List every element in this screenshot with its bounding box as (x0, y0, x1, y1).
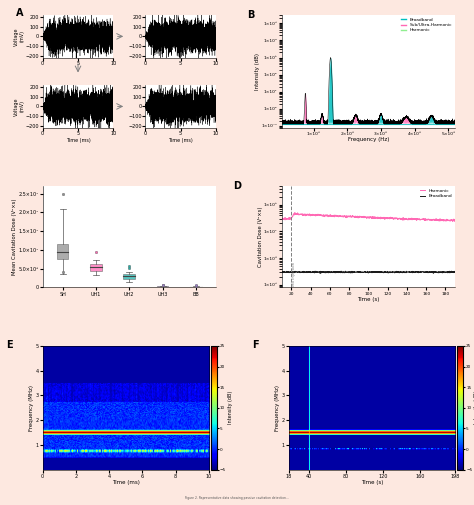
Broadband (317, 270, 323, 276)
Broadband (403, 270, 409, 276)
Text: MB Injection: MB Injection (292, 262, 296, 286)
Bar (123, 274, 135, 279)
Bar (90, 264, 102, 271)
Text: Figure 2. Representative data showing passive cavitation detection...: Figure 2. Representative data showing pa… (185, 496, 289, 500)
X-axis label: Time (s): Time (s) (361, 480, 383, 485)
Y-axis label: Frequency (MHz): Frequency (MHz) (275, 385, 280, 431)
Harmonic (279, 216, 284, 222)
Text: E: E (6, 340, 13, 349)
X-axis label: Time (ms): Time (ms) (65, 137, 91, 142)
Y-axis label: Mean Cavitation Dose (V²×s): Mean Cavitation Dose (V²×s) (12, 198, 17, 275)
Line: Broadband: Broadband (282, 271, 455, 273)
Text: F: F (252, 340, 259, 349)
Harmonic (450, 218, 456, 224)
Line: Harmonic: Harmonic (282, 213, 455, 221)
Bar (57, 244, 68, 259)
Text: D: D (233, 181, 241, 191)
Broadband (429, 269, 435, 275)
Harmonic (353, 214, 359, 220)
Broadband (452, 269, 458, 275)
Broadband (324, 270, 330, 276)
Broadband (298, 269, 303, 275)
Legend: Broadband, Sub/Ultra-Harmonic, Harmonic: Broadband, Sub/Ultra-Harmonic, Harmonic (399, 16, 454, 34)
X-axis label: Time (s): Time (s) (357, 297, 380, 302)
Harmonic (402, 216, 408, 222)
Broadband (410, 269, 416, 275)
Y-axis label: Frequency (MHz): Frequency (MHz) (29, 385, 34, 431)
Legend: Harmonic, Broadband: Harmonic, Broadband (418, 187, 454, 200)
Harmonic (292, 210, 298, 216)
Harmonic (410, 216, 415, 222)
Y-axis label: Voltage
(mV): Voltage (mV) (13, 27, 24, 45)
Bar (157, 286, 168, 287)
Broadband (353, 269, 359, 275)
Broadband (312, 268, 318, 274)
Broadband (279, 270, 284, 276)
Harmonic (298, 211, 304, 217)
Y-axis label: Intensity (dB): Intensity (dB) (228, 391, 233, 424)
Y-axis label: Cavitation Dose (V²×s): Cavitation Dose (V²×s) (257, 207, 263, 267)
Harmonic (324, 212, 330, 218)
Text: B: B (247, 10, 255, 20)
X-axis label: Frequency (Hz): Frequency (Hz) (348, 137, 389, 142)
Text: A: A (16, 8, 23, 18)
X-axis label: Time (ms): Time (ms) (168, 137, 193, 142)
X-axis label: Time (ms): Time (ms) (112, 480, 140, 485)
Y-axis label: Voltage
(mV): Voltage (mV) (13, 97, 24, 116)
Harmonic (452, 218, 458, 224)
Y-axis label: Intensity (dB): Intensity (dB) (255, 53, 260, 90)
Harmonic (428, 217, 434, 223)
